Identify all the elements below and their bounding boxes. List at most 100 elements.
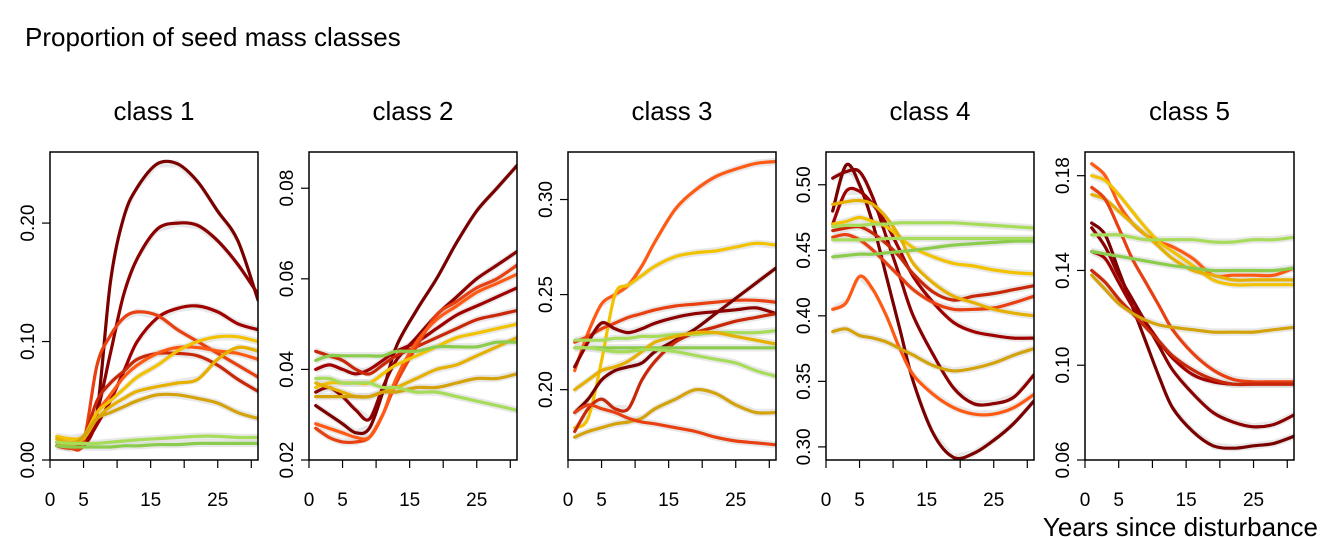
series-line-6 [1090, 226, 1294, 429]
series-line-12 [831, 236, 1034, 242]
x-tick-label: 25 [466, 490, 487, 511]
x-tick-label: 5 [78, 490, 89, 511]
series-line-5 [314, 263, 517, 445]
series-group [314, 161, 517, 446]
y-tick-label: 0.40 [794, 297, 815, 334]
series-line-6 [314, 272, 517, 441]
x-tick-label: 0 [821, 490, 832, 511]
x-tick-label: 0 [563, 490, 574, 511]
series-line-11 [1090, 249, 1294, 273]
series-line-4 [831, 274, 1034, 417]
series-line-12 [573, 403, 776, 447]
panel-5: class 5 0 5 15 25 0.06 0.10 0.14 0.18 [1053, 96, 1295, 511]
series-line-1 [1090, 162, 1294, 279]
series-line-1 [314, 164, 517, 436]
series-line-11 [831, 239, 1034, 259]
y-tick-label: 0.35 [794, 363, 815, 400]
x-tick-label: 15 [658, 490, 679, 511]
panel-2: class 2 0 5 15 25 0.02 0.04 0.06 0.08 [277, 96, 518, 511]
y-tick-label: 0.50 [794, 166, 815, 203]
series-line-7 [831, 215, 1034, 276]
plot-frame [567, 151, 777, 461]
series-line-7 [573, 329, 776, 342]
x-tick-label: 5 [854, 490, 865, 511]
series-line-11 [55, 441, 258, 449]
series-line-11 [314, 376, 517, 412]
y-tick-label: 0.30 [536, 181, 557, 218]
series-line-10 [831, 221, 1034, 230]
y-tick-label: 0.08 [277, 170, 298, 207]
x-tick-label: 5 [337, 490, 348, 511]
series-line-8 [55, 345, 258, 444]
series-line-10 [314, 340, 517, 362]
x-tick-label: 5 [1113, 490, 1124, 511]
panel-3: class 3 0 5 15 25 0.20 0.25 0.30 [536, 96, 777, 511]
confidence-band [574, 401, 776, 449]
y-tick-label: 0.04 [277, 350, 298, 387]
series-group [55, 159, 258, 452]
series-line-9 [55, 392, 258, 448]
series-line-1 [573, 159, 776, 373]
series-line-5 [1090, 221, 1294, 450]
y-tick-label: 0.02 [277, 442, 298, 479]
series-line-6 [573, 312, 776, 434]
x-tick-label: 0 [304, 490, 315, 511]
confidence-band [832, 223, 1034, 304]
confidence-band [574, 386, 776, 441]
series-line-2 [831, 167, 1034, 407]
plot-frame [1084, 151, 1295, 461]
y-tick-label: 0.06 [1053, 442, 1074, 479]
confidence-band [1091, 247, 1294, 275]
confidence-band [832, 187, 1034, 342]
x-tick-label: 0 [1080, 490, 1091, 511]
series-line-9 [314, 372, 517, 399]
series-line-8 [831, 198, 1034, 318]
panel-title: class 3 [632, 96, 713, 126]
series-line-4 [314, 308, 517, 376]
series-line-11 [573, 346, 776, 378]
series-line-2 [573, 241, 776, 430]
y-tick-label: 0.10 [18, 323, 39, 360]
y-tick-label: 0.00 [18, 442, 39, 479]
confidence-band [315, 370, 517, 401]
x-tick-label: 15 [399, 490, 420, 511]
series-group [831, 161, 1034, 460]
series-line-10 [55, 434, 258, 446]
x-tick-label: 25 [725, 490, 746, 511]
y-tick-label: 0.14 [1053, 252, 1074, 289]
figure-title: Proportion of seed mass classes [25, 22, 401, 52]
series-line-3 [1090, 193, 1294, 282]
y-tick-label: 0.18 [1053, 157, 1074, 194]
plot-frame [49, 151, 259, 461]
y-tick-label: 0.25 [536, 276, 557, 313]
panel-title: class 5 [1149, 96, 1230, 126]
series-line-4 [1090, 185, 1294, 384]
panel-1: class 1 0 5 15 25 0.00 0.10 0.20 [18, 96, 259, 511]
y-tick-label: 0.30 [794, 428, 815, 465]
x-tick-label: 0 [45, 490, 56, 511]
panel-4: class 4 0 5 15 25 0.30 0.35 0.40 0.45 0.50 [794, 96, 1035, 511]
x-tick-label: 15 [140, 490, 161, 511]
series-line-5 [573, 306, 776, 369]
plot-frame [825, 151, 1035, 461]
y-tick-label: 0.10 [1053, 347, 1074, 384]
plot-frame [308, 151, 518, 461]
series-group [573, 157, 776, 449]
series-line-2 [1090, 174, 1294, 287]
x-tick-label: 25 [1243, 490, 1264, 511]
series-line-1 [831, 162, 1034, 460]
series-line-8 [1090, 268, 1294, 387]
x-axis-label: Years since disturbance [1043, 512, 1318, 537]
panel-title: class 2 [373, 96, 454, 126]
panel-title: class 4 [890, 96, 971, 126]
x-tick-label: 25 [983, 490, 1004, 511]
series-line-4 [573, 266, 776, 415]
confidence-band [832, 325, 1034, 375]
x-tick-label: 15 [916, 490, 937, 511]
series-line-9 [831, 327, 1034, 373]
confidence-band [315, 284, 517, 378]
series-line-9 [573, 330, 776, 392]
series-line-10 [573, 387, 776, 439]
y-tick-label: 0.20 [536, 371, 557, 408]
